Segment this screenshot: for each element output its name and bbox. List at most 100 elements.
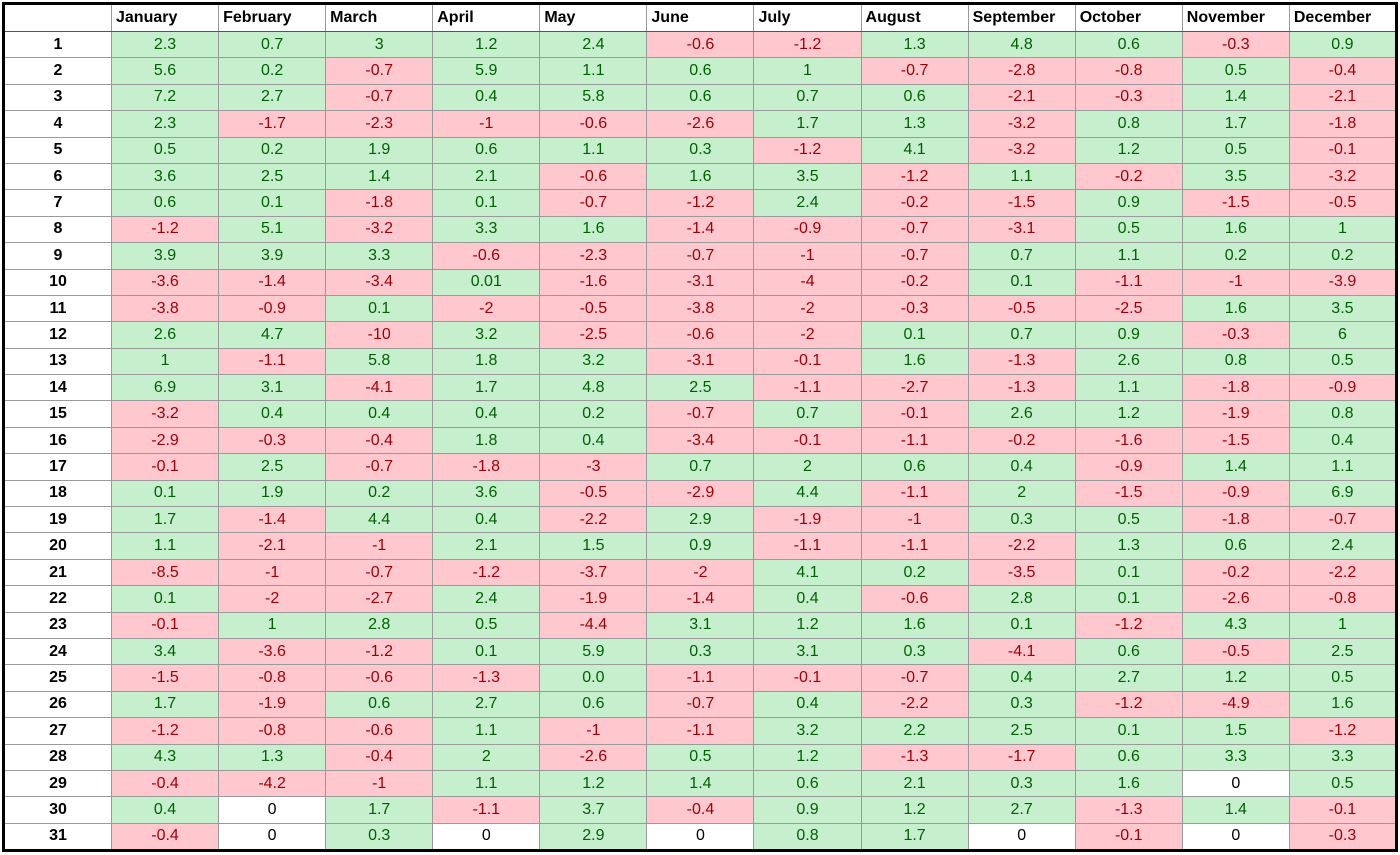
value-cell: -0.2	[1074, 162, 1183, 191]
value-cell: -1	[753, 242, 862, 270]
value-cell: 0.4	[432, 400, 541, 428]
value-cell: 1.4	[646, 769, 755, 798]
value-cell: 5.9	[432, 57, 541, 85]
value-cell: 1.3	[860, 110, 969, 138]
row-label: 3	[3, 83, 112, 112]
value-cell: -1.4	[646, 585, 755, 613]
value-cell: -0.9	[1074, 453, 1183, 481]
table-row: 15 -3.2 0.4 0.4 0.4 0.2 -0.7 0.7 -0.1 2.6 1.2 -1.9 0…	[3, 400, 1398, 428]
value-cell: 5.6	[110, 57, 220, 85]
value-cell: 2.4	[539, 30, 648, 59]
value-cell: 1	[1288, 215, 1398, 244]
value-cell: 1.6	[860, 347, 969, 376]
row-label: 30	[3, 796, 112, 824]
table-row: 2 5.6 0.2 -0.7 5.9 1.1 0.6 1 -0.7 -2.8 -0.8 0.5 -0.4	[3, 57, 1398, 85]
value-cell: 0.3	[325, 822, 434, 852]
value-cell: 1.8	[432, 347, 541, 376]
value-cell: -1	[860, 506, 969, 534]
table-row: 6 3.6 2.5 1.4 2.1 -0.6 1.6 3.5 -1.2 1.1 -0.2 3.5 -3.…	[3, 162, 1398, 191]
value-cell: -2.1	[967, 83, 1076, 112]
row-label: 9	[3, 242, 112, 270]
value-cell: 0.0	[539, 664, 648, 692]
value-cell: -3.6	[218, 637, 327, 666]
value-cell: -0.6	[860, 585, 969, 613]
value-cell: 1.4	[1181, 796, 1290, 824]
value-cell: -2	[753, 294, 862, 323]
value-cell: -0.8	[1074, 57, 1183, 85]
value-cell: 0.5	[1288, 347, 1398, 376]
value-cell: 0.6	[110, 189, 220, 217]
value-cell: -4.9	[1181, 690, 1290, 719]
value-cell: -1.1	[860, 426, 969, 455]
value-cell: -1.2	[1074, 611, 1183, 639]
value-cell: 1.7	[110, 690, 220, 719]
value-cell: -0.8	[218, 717, 327, 745]
value-cell: -1.1	[860, 479, 969, 508]
value-cell: 2.5	[646, 374, 755, 402]
row-label: 26	[3, 690, 112, 719]
value-cell: -4.4	[539, 611, 648, 639]
value-cell: 1.6	[1288, 690, 1398, 719]
table-row: 19 1.7 -1.4 4.4 0.4 -2.2 2.9 -1.9 -1 0.3 0.5 -1.8 -0…	[3, 506, 1398, 534]
value-cell: -0.7	[539, 189, 648, 217]
value-cell: 0.3	[646, 637, 755, 666]
value-cell: 2	[753, 453, 862, 481]
table-row: 5 0.5 0.2 1.9 0.6 1.1 0.3 -1.2 4.1 -3.2 1.2 0.5 -0.1	[3, 136, 1398, 164]
value-cell: -1.1	[1074, 268, 1183, 296]
value-cell: 1	[753, 57, 862, 85]
value-cell: 3.5	[1181, 162, 1290, 191]
value-cell: 0.6	[1074, 743, 1183, 771]
table-row: 26 1.7 -1.9 0.6 2.7 0.6 -0.7 0.4 -2.2 0.3 -1.2 -4.9…	[3, 690, 1398, 719]
value-cell: 1.1	[1074, 374, 1183, 402]
row-label: 1	[3, 30, 112, 59]
value-cell: 0.1	[860, 321, 969, 349]
row-label: 10	[3, 268, 112, 296]
table-row: 27 -1.2 -0.8 -0.6 1.1 -1 -1.1 3.2 2.2 2.5 0.1 1.5 -1…	[3, 717, 1398, 745]
value-cell: 0.7	[967, 321, 1076, 349]
row-label: 20	[3, 532, 112, 560]
value-cell: -0.7	[325, 453, 434, 481]
value-cell: -2.1	[1288, 83, 1398, 112]
value-cell: 0.2	[1181, 242, 1290, 270]
value-cell: -2.5	[1074, 294, 1183, 323]
value-cell: 0.1	[1074, 558, 1183, 587]
value-cell: 1.1	[432, 769, 541, 798]
value-cell: -0.7	[1288, 506, 1398, 534]
corner-cell	[3, 3, 112, 32]
value-cell: 0	[218, 796, 327, 824]
value-cell: 3.9	[110, 242, 220, 270]
value-cell: 1.2	[1074, 400, 1183, 428]
row-label: 18	[3, 479, 112, 508]
value-cell: -1.3	[1074, 796, 1183, 824]
table-row: 30 0.4 0 1.7 -1.1 3.7 -0.4 0.9 1.2 2.7 -1.3 1.4 -0.1	[3, 796, 1398, 824]
value-cell: -2.6	[646, 110, 755, 138]
value-cell: 0.1	[967, 611, 1076, 639]
table-row: 22 0.1 -2 -2.7 2.4 -1.9 -1.4 0.4 -0.6 2.8 0.1 -2.6-…	[3, 585, 1398, 613]
table-row: 11 -3.8 -0.9 0.1 -2 -0.5 -3.8 -2 -0.3 -0.5 -2.5 1.6…	[3, 294, 1398, 323]
value-cell: 4.8	[539, 374, 648, 402]
row-label: 12	[3, 321, 112, 349]
value-cell: -3.1	[646, 268, 755, 296]
value-cell: 0.4	[967, 664, 1076, 692]
value-cell: -0.9	[1288, 374, 1398, 402]
value-cell: 1.6	[860, 611, 969, 639]
value-cell: 0.7	[967, 242, 1076, 270]
value-cell: 1.7	[1181, 110, 1290, 138]
value-cell: 2	[432, 743, 541, 771]
value-cell: 0.4	[110, 796, 220, 824]
value-cell: -0.5	[539, 479, 648, 508]
value-cell: 1	[1288, 611, 1398, 639]
value-cell: 2.1	[860, 769, 969, 798]
table-row: 16 -2.9 -0.3 -0.4 1.8 0.4 -3.4 -0.1 -1.1 -0.2 -1.6…	[3, 426, 1398, 455]
value-cell: -1	[539, 717, 648, 745]
value-cell: -1.8	[1181, 506, 1290, 534]
column-header: November	[1181, 3, 1290, 32]
column-header: December	[1288, 3, 1398, 32]
value-cell: 1.6	[1074, 769, 1183, 798]
value-cell: 1.2	[860, 796, 969, 824]
value-cell: 0.6	[860, 453, 969, 481]
value-cell: 2.2	[860, 717, 969, 745]
table-row: 3 7.2 2.7 -0.7 0.4 5.8 0.6 0.7 0.6 -2.1 -0.3 1.4 -2.…	[3, 83, 1398, 112]
value-cell: 0.2	[860, 558, 969, 587]
